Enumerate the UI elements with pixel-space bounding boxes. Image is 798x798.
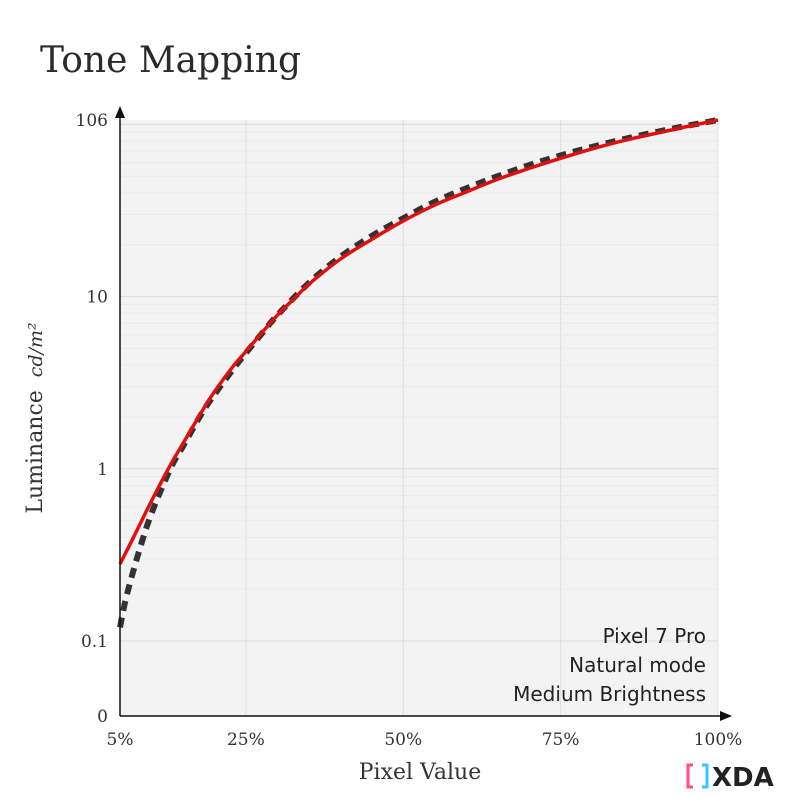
y-tick-label: 0.1: [81, 632, 108, 652]
y-axis-label: Luminance cd/m²: [23, 322, 48, 513]
series-line-solid: [118, 118, 719, 565]
x-axis-arrow: [720, 711, 732, 721]
y-axis-label-text: Luminance: [23, 390, 48, 513]
grid-lines: [120, 120, 719, 716]
x-tick-label: 5%: [107, 730, 134, 750]
x-axis-label: Pixel Value: [359, 760, 482, 785]
y-tick-labels: 0 0.1 1 10 106: [76, 111, 108, 727]
series-layer: [117, 117, 719, 628]
x-tick-label: 50%: [384, 730, 422, 750]
chart-title: Tone Mapping: [40, 40, 301, 81]
y-axis-label-unit: cd/m²: [25, 322, 47, 377]
y-axis-arrow: [115, 106, 125, 118]
x-tick-label: 75%: [542, 730, 580, 750]
logo-bracket-left-icon: [686, 763, 693, 789]
y-tick-label: 0: [97, 707, 108, 727]
annotation-line-2: Natural mode: [569, 653, 706, 677]
xda-logo: XDA: [686, 763, 774, 793]
logo-wordmark: XDA: [712, 763, 774, 793]
annotation-line-3: Medium Brightness: [513, 682, 706, 706]
device-annotation: Pixel 7 Pro Natural mode Medium Brightne…: [513, 624, 706, 706]
series-line-dashed: [117, 117, 719, 628]
axes: [115, 106, 732, 721]
x-tick-label: 25%: [227, 730, 265, 750]
y-tick-label: 1: [97, 460, 108, 480]
annotation-line-1: Pixel 7 Pro: [603, 624, 706, 648]
y-tick-label: 10: [86, 288, 108, 308]
y-tick-label: 106: [76, 111, 108, 131]
plot-area: [120, 120, 718, 716]
x-tick-labels: 5% 25% 50% 75% 100%: [107, 730, 743, 750]
x-tick-label: 100%: [694, 730, 743, 750]
logo-bracket-right-icon: [702, 763, 709, 789]
